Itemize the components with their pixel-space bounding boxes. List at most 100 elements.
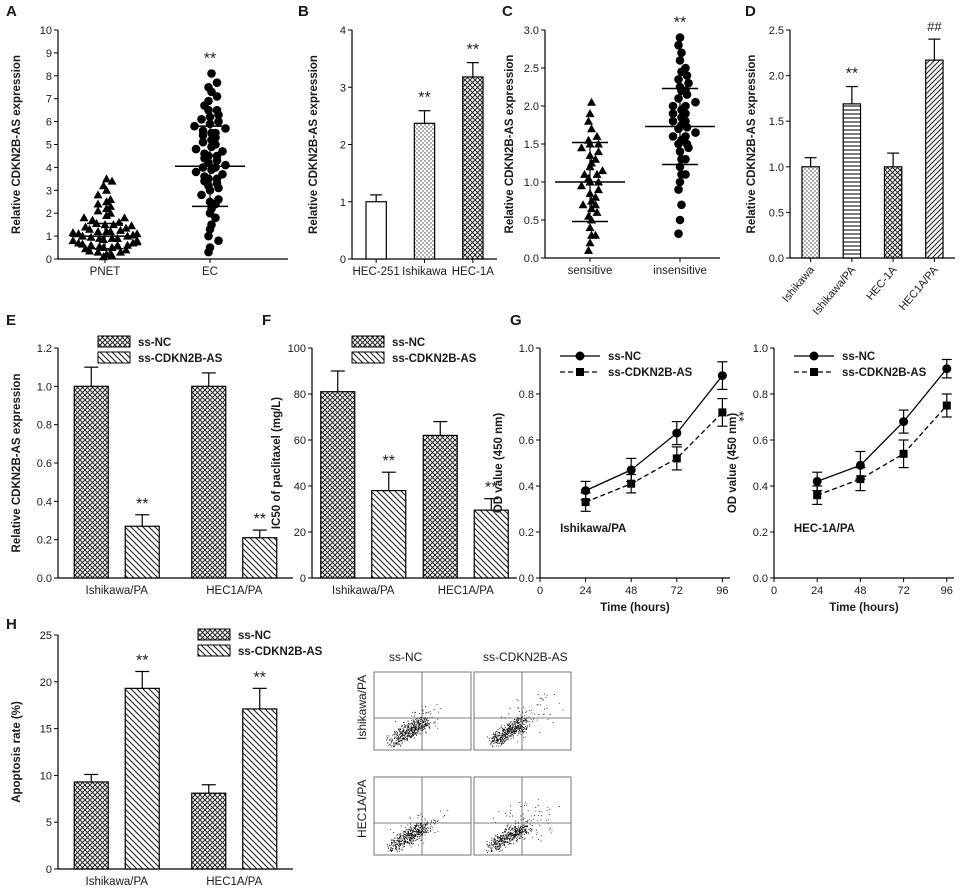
panel-c-point (584, 211, 593, 220)
panel-g-y-tick-label: 0.2 (519, 527, 534, 539)
panel-g2-y-tick-label: 1.0 (753, 343, 768, 355)
panel-letter-h: H (6, 616, 17, 633)
panel-h-bar (242, 708, 278, 870)
panel-c-point (674, 40, 683, 50)
panel-a-point (68, 236, 78, 245)
panel-a-point (212, 78, 222, 87)
panel-c-point (584, 135, 593, 144)
panel-c-point (585, 223, 595, 232)
panel-a-point (191, 167, 201, 177)
panel-b-bar (413, 122, 436, 260)
panel-a-point (212, 105, 222, 115)
panel-c-point (587, 124, 596, 133)
panel-a-point (211, 163, 220, 172)
panel-h-bar (124, 687, 160, 870)
facs-plot-ishikawa-nc (373, 671, 472, 751)
panel-a-point (198, 126, 208, 136)
facs-col-label-nc: ss-NC (389, 650, 423, 664)
panel-a-point (200, 172, 209, 181)
panel-g-series-line (585, 375, 723, 492)
panel-d-x-tick-label: HEC-1A (864, 264, 900, 303)
panel-b-y-tick-label: 4 (340, 25, 346, 37)
panel-g2-significance: ** (956, 404, 963, 415)
panel-e-bar (242, 537, 278, 579)
panel-f-x-tick-label: Ishikawa/PA (332, 585, 395, 597)
panel-c-point (677, 200, 686, 210)
panel-g-point (581, 498, 590, 507)
panel-letter-a: A (6, 3, 17, 20)
panel-g-significance: ** (731, 411, 747, 422)
panel-a-point (106, 248, 115, 257)
panel-a-point (205, 112, 215, 122)
panel-h-y-tick-label: 25 (40, 630, 52, 642)
facs-frame (473, 671, 572, 751)
panel-f-legend-swatch (351, 335, 385, 348)
panel-c-point (584, 116, 593, 125)
panel-g-x-tick-label: 24 (579, 585, 591, 597)
panel-c-point (674, 229, 683, 238)
panel-a-point (79, 213, 89, 222)
panel-g-x-tick-label: 0 (537, 585, 543, 597)
panel-a-point (204, 96, 213, 106)
panel-g-y-label: OD value (450 nm) (493, 413, 505, 514)
panel-g-legend-label: ss-NC (608, 351, 641, 363)
panel-f-bar (422, 434, 458, 579)
panel-a-point (93, 206, 103, 215)
panel-c-point (577, 181, 586, 190)
panel-a-point (116, 247, 125, 256)
panel-c-point (691, 97, 700, 107)
panel-c-point (681, 101, 690, 111)
panel-g-point (626, 465, 636, 475)
panel-e-significance: ** (136, 496, 148, 513)
panel-g2-y-tick-label: 0.4 (753, 481, 768, 493)
panel-f-y-label: IC50 of paclitaxel (mg/L) (271, 397, 283, 529)
panel-e-y-tick-label: 1.2 (37, 343, 52, 355)
panel-c-y-tick-label: 2.5 (524, 63, 539, 75)
panel-d-y-tick-label: 0.5 (769, 207, 784, 219)
panel-c-point (681, 170, 690, 179)
panel-g-y-tick-label: 0.6 (519, 435, 534, 447)
panel-g2-point (942, 401, 951, 410)
facs-col-label-si: ss-CDKN2B-AS (483, 650, 568, 664)
panel-a-point (81, 244, 90, 253)
panel-a-point (127, 221, 136, 230)
panel-g2-y-tick-label: 0.6 (753, 435, 768, 447)
panel-b-y-tick-label: 0 (340, 254, 346, 266)
panel-g2-y-tick-label: 0.0 (753, 573, 768, 585)
panel-b-significance: ** (418, 90, 430, 107)
panel-g2-subtitle: HEC-1A/PA (794, 523, 855, 535)
panel-g-point (672, 454, 681, 463)
panel-g-x-label: Time (hours) (600, 602, 670, 614)
panel-d-y-tick-label: 0.0 (769, 253, 784, 265)
panel-a-y-tick-label: 1 (46, 231, 52, 243)
panel-a-point (204, 231, 213, 241)
panel-c-point (587, 97, 596, 106)
panel-g2-legend-marker (810, 368, 818, 376)
facs-plot-ishikawa-si (473, 671, 572, 751)
panel-a-x-tick-label: EC (202, 266, 218, 278)
panel-c-point (681, 154, 690, 164)
panel-a-point (132, 229, 142, 238)
panel-e-y-tick-label: 0.4 (37, 496, 52, 508)
panel-a-point (106, 201, 115, 210)
panel-c-point (592, 131, 602, 140)
facs-plot-hec1a-nc (373, 776, 472, 856)
panel-a-y-tick-label: 3 (46, 185, 52, 197)
panel-c-point (584, 245, 593, 254)
panel-d-bar (842, 103, 862, 259)
panel-letter-f: F (262, 312, 271, 329)
panel-g-point (718, 408, 727, 417)
panel-a-point (204, 82, 213, 92)
panel-c-point (592, 169, 602, 178)
panel-g2-y-tick-label: 0.2 (753, 527, 768, 539)
panel-g2-series-line (816, 368, 948, 483)
panel-b-y-tick-label: 3 (340, 82, 346, 94)
panel-a-point (197, 190, 206, 200)
panel-h-y-tick-label: 20 (40, 677, 52, 689)
panel-c-point (675, 56, 685, 65)
panel-letter-e: E (6, 312, 16, 329)
panel-a-point (102, 174, 111, 183)
panel-h-bar (73, 781, 109, 870)
panel-d-y-tick-label: 1.0 (769, 162, 784, 174)
